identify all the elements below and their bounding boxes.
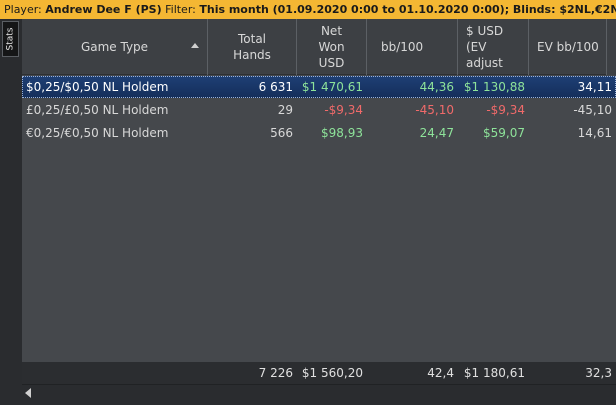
scrollbar-corner (604, 385, 616, 401)
cell-total-hands: 6 631 (258, 80, 293, 94)
column-header-label: Total Hands (233, 32, 271, 62)
cell-ev-usd: $59,07 (483, 126, 525, 140)
cell-total-hands: 29 (277, 103, 293, 117)
table-row[interactable]: $0,25/$0,50 NL Holdem 6 631 $1 470,61 44… (22, 76, 616, 98)
cell-net-won: $98,93 (321, 126, 363, 140)
sort-ascending-icon (191, 43, 199, 48)
cell-game-type: $0,25/$0,50 NL Holdem (26, 80, 169, 94)
column-header-total-hands[interactable]: Total Hands (208, 19, 297, 75)
cell-ev-usd: $1 130,88 (463, 80, 525, 94)
grid-header: Game Type Total Hands Net Won USD bb/100… (22, 19, 616, 75)
player-label: Player: (4, 3, 46, 16)
cell-bb100: 44,36 (419, 80, 454, 94)
cell-game-type: €0,25/€0,50 NL Holdem (26, 126, 169, 140)
total-hands: 7 226 (258, 366, 293, 380)
filter-value: This month (01.09.2020 0:00 to 01.10.202… (199, 3, 616, 16)
cell-ev-bb100: 14,61 (577, 126, 612, 140)
column-header-bb100[interactable]: bb/100 (367, 19, 458, 75)
cell-net-won: $1 470,61 (301, 80, 363, 94)
side-tab-strip: Stats (0, 19, 22, 405)
cell-ev-usd: -$9,34 (486, 103, 525, 117)
total-net-won: $1 560,20 (301, 366, 363, 380)
cell-ev-bb100: 34,11 (577, 80, 612, 94)
column-header-label: Game Type (80, 40, 149, 54)
horizontal-scrollbar[interactable] (22, 384, 616, 401)
totals-row: 7 226 $1 560,20 42,4 $1 180,61 32,3 (22, 362, 616, 384)
column-header-label: $ USD (EV adjust (466, 24, 504, 70)
cell-total-hands: 566 (270, 126, 293, 140)
column-header-ev-bb100[interactable]: EV bb/100 (529, 19, 607, 75)
bottom-edge (22, 400, 616, 405)
column-header-label: EV bb/100 (537, 40, 599, 54)
column-header-label: bb/100 (381, 40, 424, 54)
header-scroll-gap (607, 19, 616, 75)
cell-bb100: -45,10 (415, 103, 454, 117)
table-row[interactable]: £0,25/£0,50 NL Holdem 29 -$9,34 -45,10 -… (22, 99, 616, 121)
column-header-net-won[interactable]: Net Won USD (297, 19, 367, 75)
cell-bb100: 24,47 (419, 126, 454, 140)
column-header-label: Net Won USD (318, 24, 345, 70)
table-row[interactable]: €0,25/€0,50 NL Holdem 566 $98,93 24,47 $… (22, 122, 616, 144)
column-header-game-type[interactable]: Game Type (22, 19, 208, 75)
player-value: Andrew Dee F (PS) (45, 3, 162, 16)
cell-game-type: £0,25/£0,50 NL Holdem (26, 103, 169, 117)
cell-net-won: -$9,34 (324, 103, 363, 117)
total-ev-usd: $1 180,61 (463, 366, 525, 380)
scroll-left-icon[interactable] (25, 388, 31, 398)
tab-stats[interactable]: Stats (2, 21, 19, 57)
filter-bar: Player: Andrew Dee F (PS) Filter: This m… (0, 0, 616, 19)
cell-ev-bb100: -45,10 (573, 103, 612, 117)
column-header-ev-usd[interactable]: $ USD (EV adjust (458, 19, 529, 75)
stats-grid: Game Type Total Hands Net Won USD bb/100… (22, 19, 616, 405)
total-ev-bb100: 32,3 (585, 366, 612, 380)
filter-label: Filter: (161, 3, 200, 16)
total-bb100: 42,4 (427, 366, 454, 380)
tab-stats-label: Stats (5, 27, 16, 51)
